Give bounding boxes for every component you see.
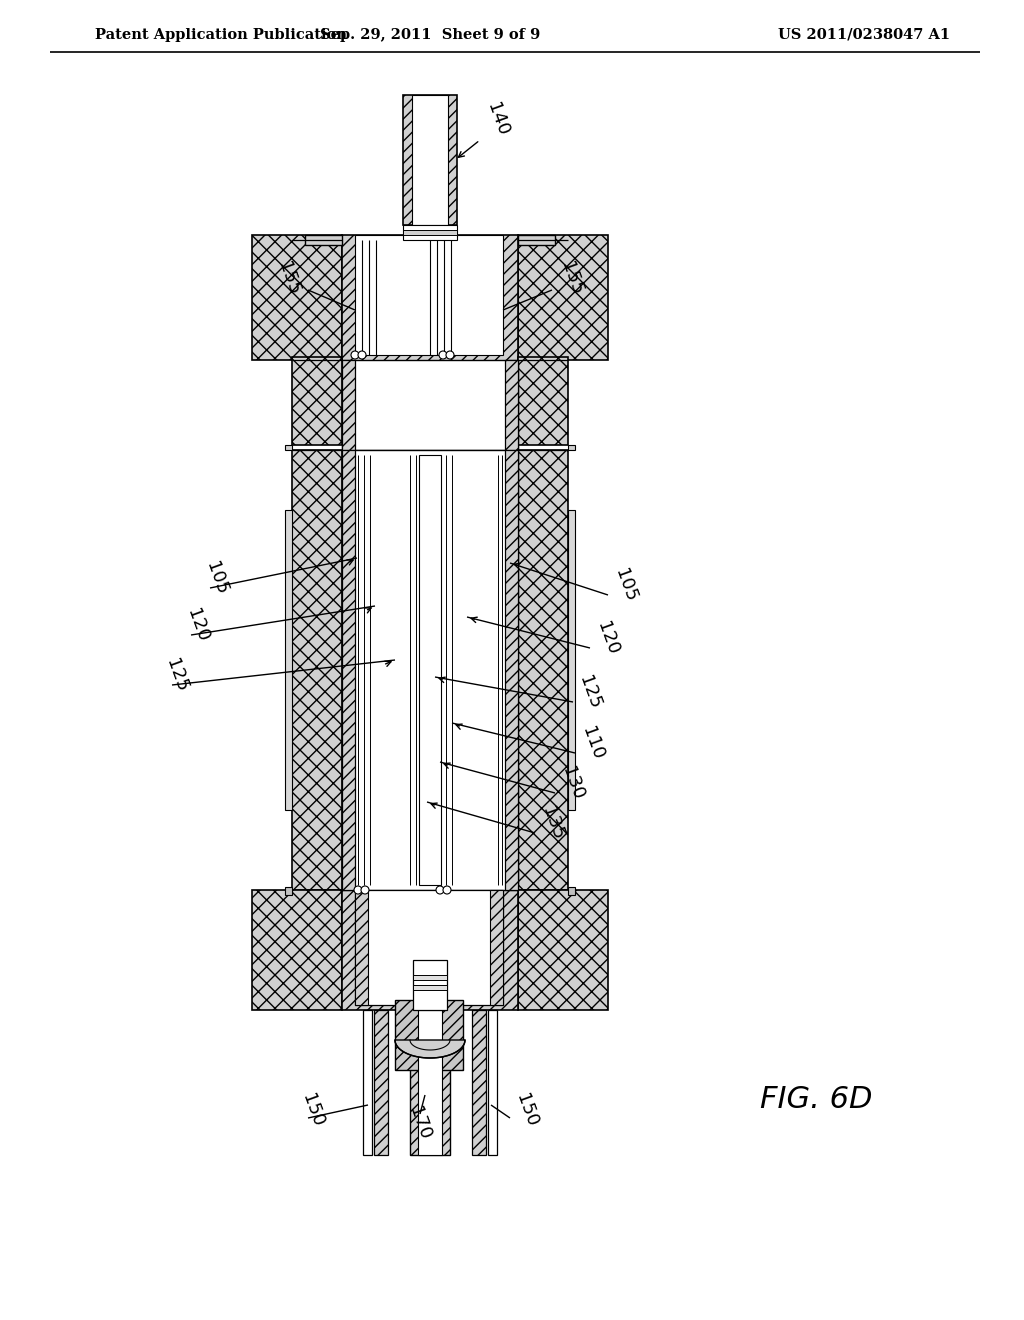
Bar	[518, 356, 568, 445]
Bar	[252, 890, 342, 1010]
Bar	[355, 890, 368, 1005]
Bar	[355, 890, 503, 1005]
Circle shape	[446, 351, 454, 359]
Text: FIG. 6D: FIG. 6D	[760, 1085, 872, 1114]
Bar	[472, 1010, 486, 1155]
Bar	[518, 890, 608, 1010]
Bar	[395, 1001, 463, 1071]
Bar	[285, 887, 292, 895]
Circle shape	[443, 886, 451, 894]
Circle shape	[354, 886, 362, 894]
Bar	[342, 235, 518, 389]
Bar	[342, 360, 355, 450]
Text: 120: 120	[183, 606, 212, 644]
Text: 140: 140	[483, 100, 512, 139]
Bar	[518, 235, 555, 246]
Text: 105: 105	[611, 566, 640, 605]
Bar	[518, 450, 568, 890]
Bar	[342, 360, 518, 450]
Bar	[285, 510, 292, 810]
Bar	[518, 235, 608, 360]
Bar	[418, 1010, 442, 1155]
Bar	[374, 1010, 388, 1155]
Bar	[403, 224, 457, 240]
Bar	[568, 510, 575, 810]
Text: 155: 155	[557, 259, 586, 297]
Bar	[490, 890, 503, 1005]
Circle shape	[436, 886, 444, 894]
Text: 105: 105	[202, 558, 230, 597]
Bar	[410, 1010, 450, 1155]
Text: 130: 130	[558, 764, 587, 803]
Bar	[412, 95, 449, 224]
Circle shape	[351, 351, 359, 359]
Bar	[342, 890, 518, 1010]
Circle shape	[439, 351, 447, 359]
Text: 125: 125	[162, 656, 190, 694]
Polygon shape	[395, 1040, 465, 1059]
Text: 110: 110	[578, 723, 606, 762]
Bar	[252, 235, 342, 360]
Bar	[403, 230, 457, 235]
Bar	[285, 445, 292, 450]
Bar	[505, 450, 518, 890]
Text: 155: 155	[274, 259, 303, 297]
Circle shape	[358, 351, 366, 359]
Bar	[413, 960, 447, 1010]
Bar	[419, 455, 441, 884]
Text: Patent Application Publication: Patent Application Publication	[95, 28, 347, 42]
Bar	[568, 445, 575, 450]
Text: 150: 150	[298, 1090, 327, 1129]
Bar	[355, 235, 503, 355]
Bar	[505, 360, 518, 450]
Bar	[362, 1010, 372, 1155]
Text: US 2011/0238047 A1: US 2011/0238047 A1	[778, 28, 950, 42]
Circle shape	[361, 886, 369, 894]
Bar	[292, 450, 342, 890]
Bar	[488, 1010, 497, 1155]
Bar	[413, 985, 447, 990]
Text: 150: 150	[512, 1090, 541, 1129]
Bar	[413, 975, 447, 979]
Text: 120: 120	[593, 619, 622, 657]
Bar	[292, 356, 342, 445]
Text: 170: 170	[406, 1104, 434, 1142]
Bar	[342, 450, 518, 890]
Bar	[342, 450, 355, 890]
Text: 125: 125	[575, 673, 604, 711]
Text: 135: 135	[538, 804, 566, 842]
Text: Sep. 29, 2011  Sheet 9 of 9: Sep. 29, 2011 Sheet 9 of 9	[319, 28, 540, 42]
Bar	[305, 235, 342, 246]
Bar	[403, 95, 457, 224]
Bar	[568, 887, 575, 895]
